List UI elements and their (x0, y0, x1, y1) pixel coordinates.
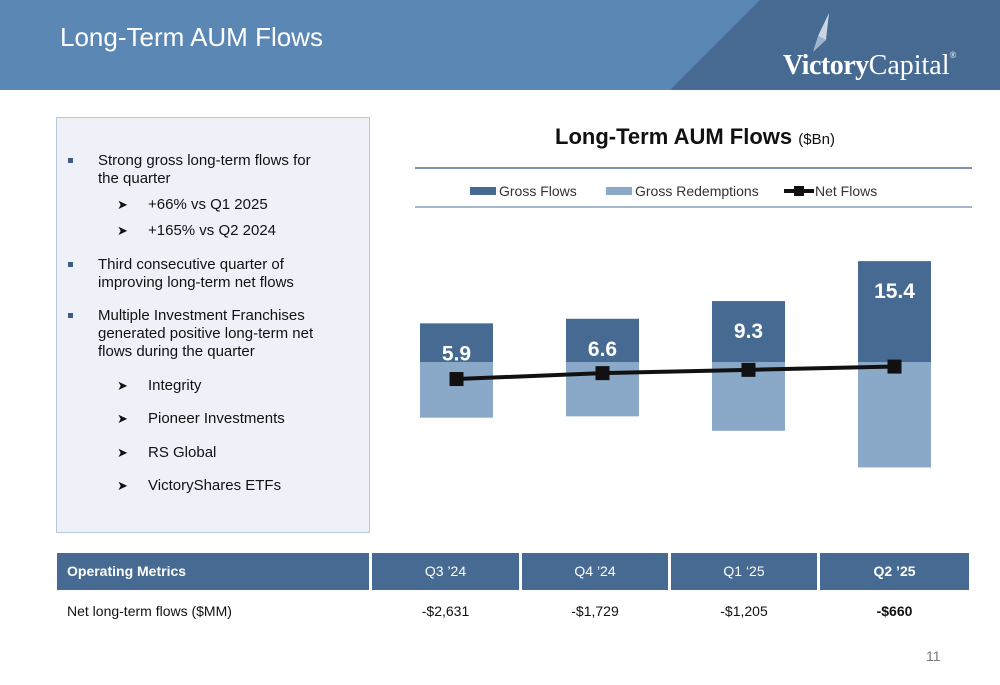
gross-redemptions-bar (420, 362, 493, 418)
gross-flows-data-label: 6.6 (588, 338, 617, 361)
legend-swatch-1 (606, 187, 632, 195)
table-cell-q1-25: -$1,205 (720, 603, 768, 619)
gross-redemptions-bar (858, 362, 931, 468)
arrow-bullet-icon: ➤ (117, 445, 128, 460)
gross-flows-data-label: 9.3 (734, 320, 763, 343)
bullet-3-line-3: flows during the quarter (98, 343, 255, 360)
net-flows-line (456, 364, 895, 382)
bullet-square-icon (68, 262, 73, 267)
gross-flows-bar (566, 318, 639, 362)
bullet-3-sub-4: VictoryShares ETFs (148, 477, 282, 494)
gross-flows-bar (858, 261, 931, 362)
bullet-2-line-1: Third consecutive quarter of (98, 256, 284, 273)
logo-wordmark: VictoryCapital® (783, 50, 957, 81)
arrow-bullet-icon: ➤ (117, 223, 128, 238)
logo-mark-icon (813, 13, 829, 52)
bullet-square-icon (68, 158, 73, 163)
gross-flows-bar (420, 323, 493, 362)
table-header-q2-25: Q2 ’25 (820, 553, 969, 590)
legend-label-0: Gross Flows (499, 183, 577, 199)
gross-flows-data-label: 5.9 (442, 342, 471, 365)
aum-flows-chart: Long-Term AUM Flows ($Bn) Gross Flows Gro… (410, 115, 980, 535)
table-cell-q3-24: -$2,631 (421, 603, 470, 619)
bullet-1-line-2: the quarter (98, 170, 171, 187)
chart-plot: Gross Flows Gross Redemptions Net Flows 5.9… (415, 167, 972, 468)
table-cell-q4-24: -$1,729 (571, 603, 619, 619)
table-header-q3-24: Q3 ’24 (372, 553, 519, 590)
table-header-label: Operating Metrics (57, 553, 369, 590)
bullet-square-icon (68, 313, 73, 318)
legend-label-1: Gross Redemptions (635, 183, 759, 199)
bullet-2-line-2: improving long-term net flows (98, 274, 294, 291)
slide-title: Long-Term AUM Flows (60, 22, 323, 52)
bullet-3-line-1: Multiple Investment Franchises (98, 307, 305, 324)
bullet-1-sub-2: +165% vs Q2 2024 (148, 222, 277, 239)
chart-title: Long-Term AUM Flows ($Bn) (555, 124, 835, 149)
slide-header: Long-Term AUM Flows VictoryCapital® (0, 0, 1000, 90)
victory-capital-logo: VictoryCapital® (780, 10, 980, 85)
net-flows-point (741, 362, 756, 377)
arrow-bullet-icon: ➤ (117, 478, 128, 493)
page-number: 11 (926, 648, 941, 664)
arrow-bullet-icon: ➤ (117, 411, 128, 426)
legend-label-2: Net Flows (815, 183, 877, 199)
net-flows-point (595, 366, 610, 381)
table-cell-q2-25: -$660 (876, 603, 913, 619)
arrow-bullet-icon: ➤ (117, 378, 128, 393)
arrow-bullet-icon: ➤ (117, 197, 128, 212)
table-header-q4-24: Q4 ’24 (522, 553, 668, 590)
header-shade (670, 0, 1000, 90)
bullet-3-sub-1: Integrity (148, 377, 202, 394)
bullet-1-sub-1: +66% vs Q1 2025 (148, 196, 268, 213)
table-row-label: Net long-term flows ($MM) (67, 603, 232, 619)
net-flows-point (887, 359, 902, 374)
net-flows-point (449, 372, 464, 387)
legend-swatch-0 (470, 187, 496, 195)
bullet-3-sub-3: RS Global (148, 444, 217, 461)
bullet-1-line-1: Strong gross long-term flows for (98, 152, 311, 169)
legend-marker-2 (794, 186, 804, 196)
bullet-3-sub-2: Pioneer Investments (148, 410, 285, 427)
table-header-q1-25: Q1 ‘25 (671, 553, 817, 590)
bullet-3-line-2: generated positive long-term net (98, 325, 314, 342)
gross-flows-bar (712, 301, 785, 362)
gross-flows-data-label: 15.4 (874, 280, 915, 303)
bullet-panel: Strong gross long-term flows for the qua… (56, 117, 370, 533)
